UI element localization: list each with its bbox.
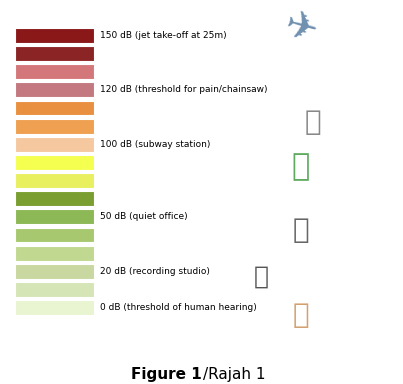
- Text: /Rajah 1: /Rajah 1: [204, 366, 266, 382]
- Text: Figure 1: Figure 1: [131, 366, 202, 382]
- Text: 🎤: 🎤: [253, 264, 269, 288]
- FancyBboxPatch shape: [15, 83, 94, 97]
- Text: 100 dB (subway station): 100 dB (subway station): [100, 140, 210, 149]
- FancyBboxPatch shape: [15, 228, 94, 242]
- Text: ✈: ✈: [280, 6, 322, 51]
- Text: 50 dB (quiet office): 50 dB (quiet office): [100, 212, 188, 221]
- FancyBboxPatch shape: [15, 46, 94, 61]
- FancyBboxPatch shape: [15, 246, 94, 261]
- FancyBboxPatch shape: [15, 282, 94, 297]
- FancyBboxPatch shape: [15, 64, 94, 79]
- Text: 🚃: 🚃: [292, 152, 310, 181]
- Text: 👥: 👥: [293, 216, 309, 244]
- Text: 150 dB (jet take-off at 25m): 150 dB (jet take-off at 25m): [100, 31, 227, 40]
- Text: 👂: 👂: [293, 301, 309, 329]
- FancyBboxPatch shape: [15, 155, 94, 170]
- Text: 120 dB (threshold for pain/chainsaw): 120 dB (threshold for pain/chainsaw): [100, 85, 268, 94]
- FancyBboxPatch shape: [15, 28, 94, 43]
- FancyBboxPatch shape: [15, 173, 94, 188]
- FancyBboxPatch shape: [15, 137, 94, 152]
- FancyBboxPatch shape: [15, 209, 94, 224]
- FancyBboxPatch shape: [15, 300, 94, 315]
- Text: 20 dB (recording studio): 20 dB (recording studio): [100, 267, 210, 276]
- Text: 0 dB (threshold of human hearing): 0 dB (threshold of human hearing): [100, 303, 257, 312]
- FancyBboxPatch shape: [15, 119, 94, 134]
- FancyBboxPatch shape: [15, 191, 94, 206]
- FancyBboxPatch shape: [15, 101, 94, 116]
- FancyBboxPatch shape: [15, 264, 94, 279]
- Text: 🔧: 🔧: [305, 108, 321, 136]
